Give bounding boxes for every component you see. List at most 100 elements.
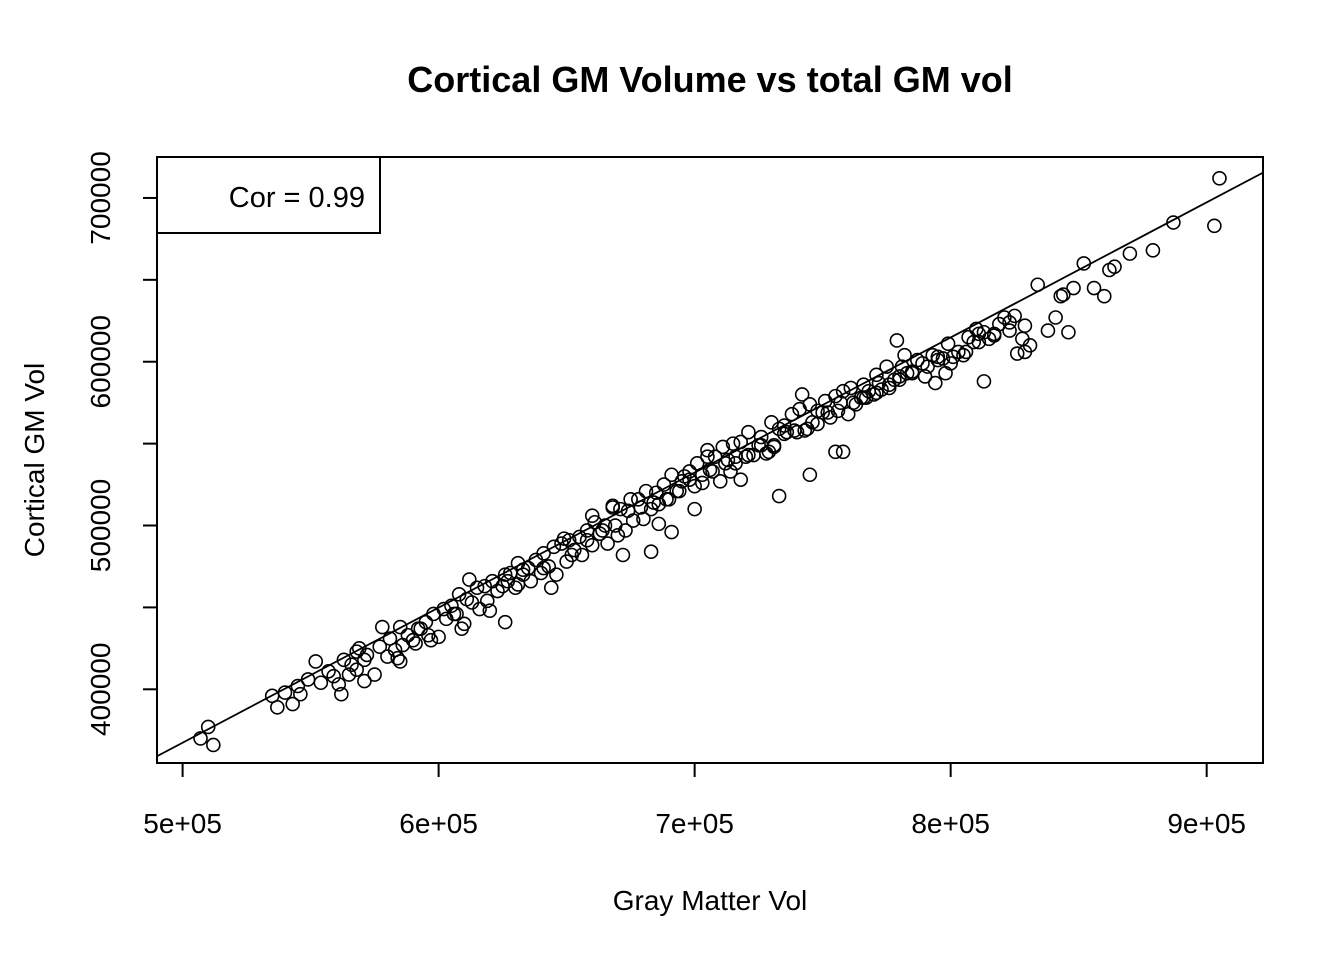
data-point bbox=[643, 544, 659, 560]
data-point bbox=[490, 583, 505, 599]
data-point bbox=[1002, 323, 1017, 338]
data-point bbox=[600, 536, 615, 551]
data-point bbox=[326, 668, 341, 684]
data-point bbox=[390, 650, 405, 666]
data-point bbox=[410, 621, 426, 636]
data-point bbox=[738, 449, 754, 465]
data-point bbox=[584, 537, 600, 553]
data-point bbox=[564, 547, 580, 563]
data-point bbox=[479, 593, 495, 609]
data-point bbox=[349, 644, 364, 659]
data-point bbox=[940, 336, 956, 352]
data-point bbox=[449, 606, 464, 622]
data-point bbox=[671, 483, 687, 499]
data-point bbox=[1066, 280, 1081, 296]
data-point bbox=[1212, 170, 1227, 186]
data-point bbox=[374, 619, 390, 635]
data-point bbox=[469, 580, 485, 596]
data-point bbox=[536, 546, 551, 561]
data-point bbox=[482, 603, 498, 618]
data-point bbox=[1048, 310, 1063, 325]
data-point bbox=[741, 424, 756, 440]
data-point bbox=[705, 464, 720, 479]
data-point bbox=[1040, 323, 1056, 338]
data-point bbox=[986, 326, 1002, 342]
data-point bbox=[761, 444, 777, 460]
regression-line bbox=[157, 171, 1263, 758]
data-point bbox=[776, 426, 792, 442]
data-point bbox=[546, 539, 562, 555]
data-point bbox=[1053, 288, 1069, 304]
data-point bbox=[702, 462, 718, 478]
data-point bbox=[720, 452, 736, 468]
data-point bbox=[344, 657, 359, 673]
data-point bbox=[423, 632, 439, 648]
data-point bbox=[1056, 287, 1071, 302]
data-point bbox=[753, 429, 769, 445]
chart-title: Cortical GM Volume vs total GM vol bbox=[407, 59, 1012, 100]
data-point bbox=[408, 636, 423, 651]
data-point bbox=[584, 508, 600, 523]
data-point bbox=[615, 547, 631, 563]
data-point bbox=[336, 652, 352, 668]
data-point bbox=[1009, 346, 1025, 361]
data-point bbox=[308, 654, 324, 669]
data-point bbox=[651, 516, 667, 532]
y-tick-label-0: 400000 bbox=[85, 643, 116, 736]
data-point bbox=[574, 547, 590, 563]
data-point bbox=[549, 567, 564, 582]
data-point bbox=[687, 501, 702, 517]
data-point bbox=[431, 629, 446, 645]
data-point bbox=[723, 464, 738, 479]
data-point bbox=[728, 455, 743, 471]
data-point bbox=[357, 673, 372, 689]
data-point bbox=[771, 488, 787, 504]
x-tick-label-1: 6e+05 bbox=[399, 808, 478, 839]
data-point bbox=[741, 447, 756, 463]
data-point bbox=[592, 526, 608, 542]
data-point bbox=[835, 444, 851, 460]
data-point bbox=[802, 467, 818, 483]
data-point bbox=[444, 598, 459, 614]
data-point bbox=[858, 390, 874, 406]
data-point bbox=[313, 675, 329, 691]
data-point bbox=[605, 498, 621, 514]
data-point bbox=[879, 359, 894, 374]
data-point bbox=[797, 423, 813, 438]
data-point bbox=[200, 719, 216, 735]
data-point bbox=[341, 667, 357, 682]
data-point bbox=[889, 333, 905, 348]
data-point bbox=[997, 310, 1012, 325]
data-point bbox=[810, 416, 825, 432]
data-point bbox=[359, 647, 375, 663]
regression-line-group bbox=[157, 171, 1263, 758]
y-axis-title: Cortical GM Vol bbox=[19, 363, 50, 558]
data-point bbox=[659, 492, 674, 507]
data-point bbox=[945, 349, 961, 365]
data-point bbox=[607, 518, 623, 533]
legend-box bbox=[156, 156, 381, 234]
data-point bbox=[193, 731, 208, 746]
data-point bbox=[794, 387, 810, 402]
data-point bbox=[392, 654, 408, 669]
data-point bbox=[1061, 324, 1076, 340]
data-point bbox=[830, 403, 846, 419]
data-point bbox=[1207, 218, 1222, 234]
data-point bbox=[1145, 243, 1161, 258]
data-point bbox=[270, 700, 285, 715]
data-point bbox=[400, 627, 416, 643]
y-tick-label-6: 700000 bbox=[85, 151, 116, 244]
data-point bbox=[293, 686, 308, 702]
data-point bbox=[454, 621, 469, 636]
data-point bbox=[712, 473, 728, 489]
data-point bbox=[956, 347, 971, 363]
data-point bbox=[392, 619, 408, 635]
data-point bbox=[643, 501, 659, 517]
data-point bbox=[285, 696, 300, 712]
data-point bbox=[700, 442, 715, 458]
data-point bbox=[543, 580, 559, 596]
y-axis: 400000 500000 600000 700000 bbox=[85, 151, 158, 736]
y-tick-label-4: 600000 bbox=[85, 315, 116, 408]
data-point bbox=[595, 523, 610, 538]
data-point bbox=[500, 573, 516, 589]
